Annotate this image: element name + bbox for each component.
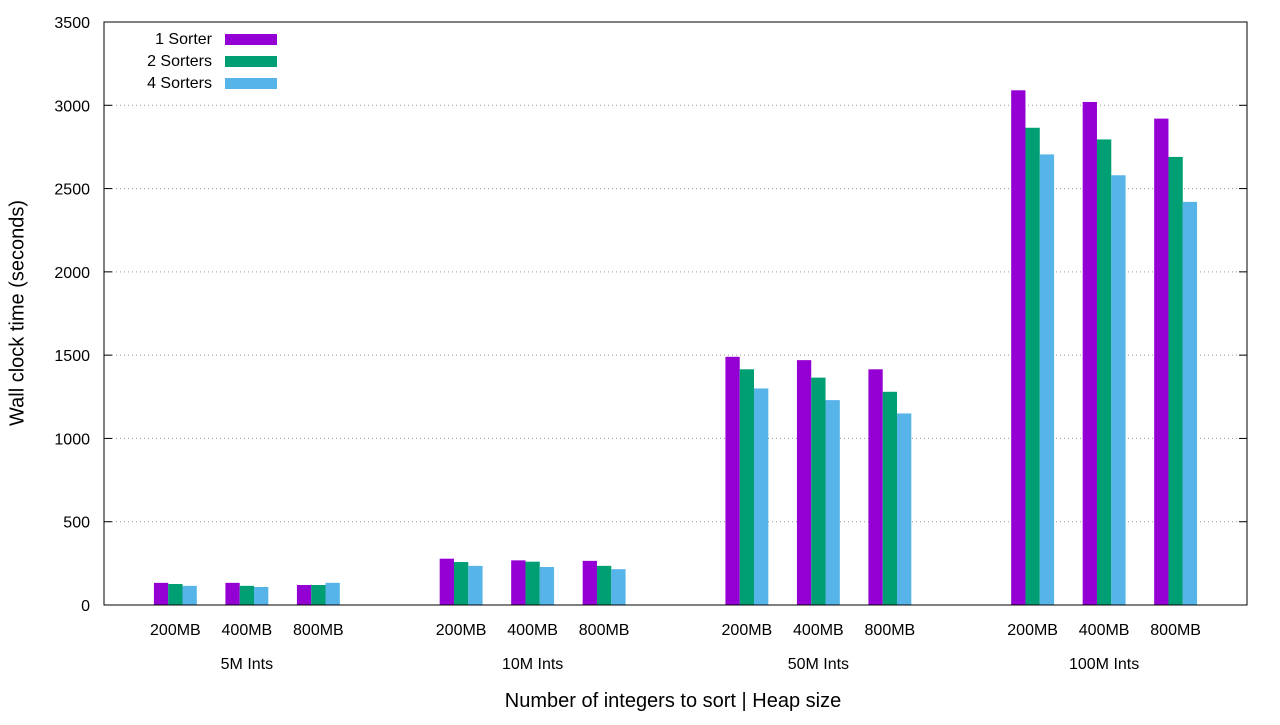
bar <box>539 567 555 605</box>
y-tick-label: 2500 <box>54 182 90 199</box>
x-tick-label: 400MB <box>793 622 844 639</box>
y-tick-label: 3000 <box>54 98 90 115</box>
x-tick-label: 200MB <box>1007 622 1058 639</box>
bar <box>311 585 326 605</box>
legend-swatch <box>225 56 277 67</box>
bar <box>1096 139 1112 605</box>
bar <box>239 585 255 605</box>
bar <box>1011 90 1026 605</box>
bar <box>1154 118 1169 606</box>
bar <box>897 413 912 605</box>
x-tick-label: 400MB <box>507 622 558 639</box>
legend-swatch <box>225 78 277 89</box>
x-tick-label: 200MB <box>436 622 487 639</box>
y-tick-label: 3500 <box>54 15 90 32</box>
bar <box>254 587 269 605</box>
bar <box>225 582 240 605</box>
bar <box>825 400 840 605</box>
bar <box>1182 201 1198 605</box>
x-axis-title: Number of integers to sort | Heap size <box>505 690 841 712</box>
x-axis: 200MB 400MB 800MB 5M Ints 200MB 400MB 800MB 10M… <box>150 622 1201 673</box>
gridlines <box>104 104 1247 523</box>
legend-swatch <box>225 34 277 45</box>
group-label: 10M Ints <box>502 656 563 673</box>
bar <box>868 369 883 605</box>
y-tick-label: 2000 <box>54 265 90 282</box>
bar <box>811 377 826 605</box>
x-tick-label: 400MB <box>1079 622 1130 639</box>
bar <box>525 561 540 605</box>
bar <box>296 585 312 605</box>
x-tick-label: 400MB <box>222 622 273 639</box>
bars <box>153 90 1198 606</box>
bar <box>1039 154 1055 605</box>
x-tick-label: 800MB <box>293 622 344 639</box>
y-tick-label: 1500 <box>54 348 90 365</box>
bar <box>511 560 526 605</box>
bar <box>882 391 898 605</box>
x-tick-label: 800MB <box>865 622 916 639</box>
bar <box>182 585 197 605</box>
legend-label: 1 Sorter <box>155 31 213 48</box>
x-tick-label: 200MB <box>722 622 773 639</box>
legend-label: 4 Sorters <box>147 75 212 92</box>
bar <box>582 560 597 605</box>
y-tick-label: 500 <box>63 515 90 532</box>
bar <box>611 569 626 605</box>
bar <box>796 360 812 605</box>
bar <box>153 582 169 605</box>
bar <box>468 565 483 605</box>
bar <box>439 558 454 605</box>
legend: 1 Sorter 2 Sorters 4 Sorters <box>106 24 288 93</box>
bar <box>325 582 340 605</box>
bar <box>596 565 612 605</box>
bar <box>739 369 755 605</box>
bar <box>1111 175 1126 605</box>
y-tick-label: 0 <box>81 598 90 615</box>
group-label: 5M Ints <box>221 656 273 673</box>
x-tick-label: 200MB <box>150 622 201 639</box>
legend-label: 2 Sorters <box>147 53 212 70</box>
bar <box>1082 101 1097 605</box>
y-tick-label: 1000 <box>54 431 90 448</box>
bar <box>1168 156 1183 605</box>
group-label: 100M Ints <box>1069 656 1139 673</box>
x-tick-label: 800MB <box>1150 622 1201 639</box>
bar <box>168 584 183 605</box>
y-axis: 0 500 1000 1500 2000 2500 3000 3500 <box>54 15 1247 615</box>
group-label: 50M Ints <box>788 656 849 673</box>
bar <box>453 562 469 605</box>
bar <box>754 388 769 605</box>
plot-frame <box>103 21 1248 606</box>
x-tick-label: 800MB <box>579 622 630 639</box>
bar <box>725 356 740 605</box>
y-axis-title: Wall clock time (seconds) <box>6 200 28 426</box>
bar <box>1025 127 1040 605</box>
